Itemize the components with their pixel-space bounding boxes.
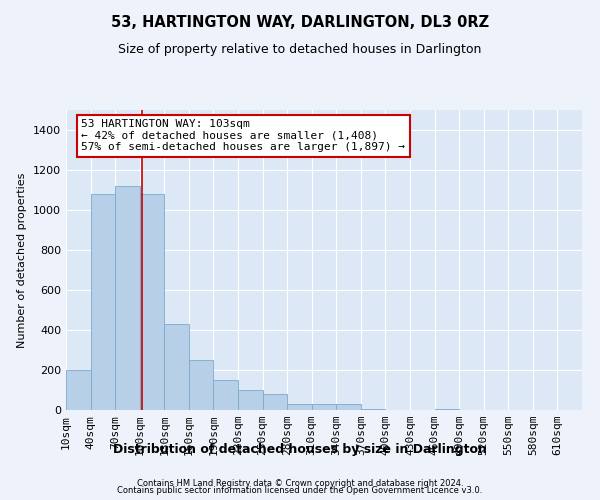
Bar bbox=[115, 186, 140, 410]
Bar bbox=[140, 194, 164, 410]
Bar bbox=[214, 380, 238, 410]
Text: Size of property relative to detached houses in Darlington: Size of property relative to detached ho… bbox=[118, 42, 482, 56]
Text: 53 HARTINGTON WAY: 103sqm
← 42% of detached houses are smaller (1,408)
57% of se: 53 HARTINGTON WAY: 103sqm ← 42% of detac… bbox=[82, 119, 406, 152]
Bar bbox=[189, 360, 214, 410]
Bar bbox=[434, 409, 459, 410]
Bar bbox=[164, 324, 189, 410]
Bar bbox=[263, 394, 287, 410]
Text: Distribution of detached houses by size in Darlington: Distribution of detached houses by size … bbox=[113, 442, 487, 456]
Text: 53, HARTINGTON WAY, DARLINGTON, DL3 0RZ: 53, HARTINGTON WAY, DARLINGTON, DL3 0RZ bbox=[111, 15, 489, 30]
Text: Contains HM Land Registry data © Crown copyright and database right 2024.: Contains HM Land Registry data © Crown c… bbox=[137, 478, 463, 488]
Bar bbox=[336, 404, 361, 410]
Y-axis label: Number of detached properties: Number of detached properties bbox=[17, 172, 28, 348]
Text: Contains public sector information licensed under the Open Government Licence v3: Contains public sector information licen… bbox=[118, 486, 482, 495]
Bar bbox=[66, 370, 91, 410]
Bar bbox=[312, 404, 336, 410]
Bar bbox=[238, 390, 263, 410]
Bar bbox=[91, 194, 115, 410]
Bar bbox=[287, 404, 312, 410]
Bar bbox=[361, 409, 385, 410]
